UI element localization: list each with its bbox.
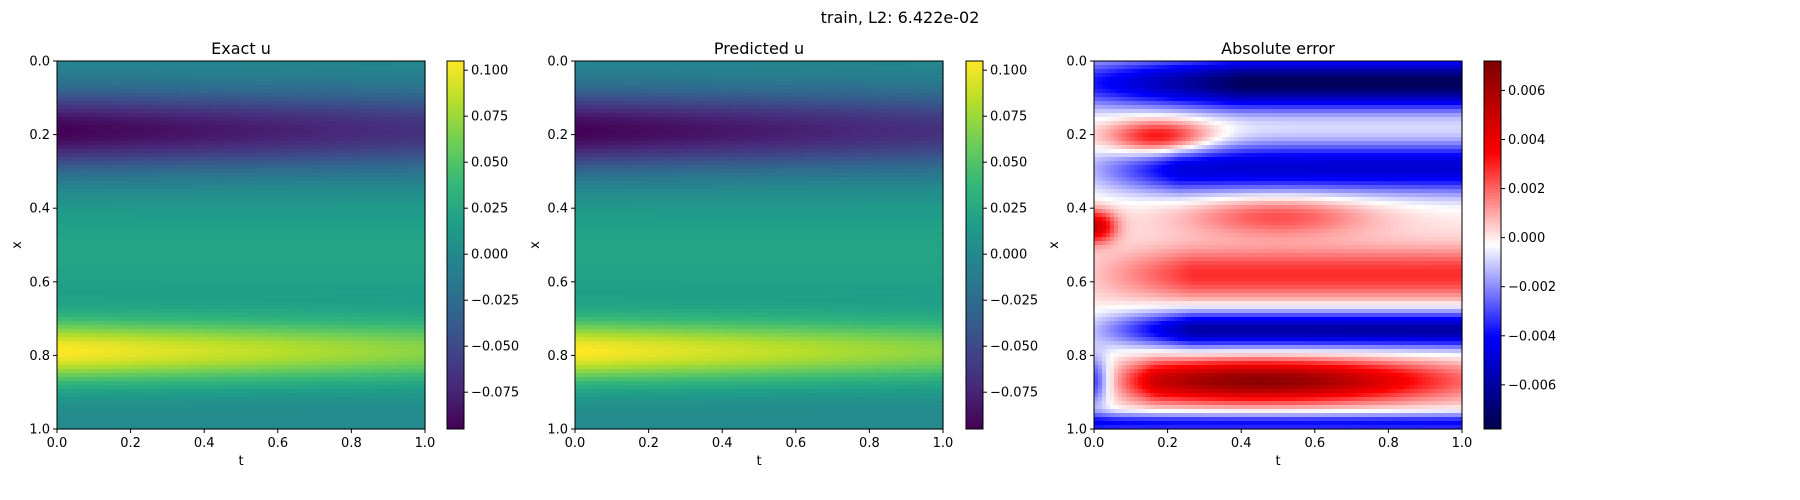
y-tick-label: 0.4 — [1066, 202, 1087, 217]
y-tick-label: 0.8 — [547, 349, 568, 364]
colorbar: 0.006 0.004 0.002 0.000 −0.002 −0.004 −0.006 — [1484, 61, 1556, 430]
y-tick-label: 0.2 — [1066, 128, 1087, 143]
x-axis-label: t — [1275, 454, 1280, 469]
colorbar-tick-label: 0.004 — [1508, 133, 1545, 148]
x-tick-label: 0.6 — [785, 436, 806, 451]
colorbar-tick-label: −0.004 — [1508, 329, 1556, 344]
x-tick-label: 0.0 — [565, 436, 586, 451]
panel-title: Exact u — [211, 39, 271, 58]
y-tick-label: 0.4 — [29, 202, 50, 217]
y-tick-label: 0.0 — [29, 55, 50, 70]
x-tick-label: 0.6 — [267, 436, 288, 451]
colorbar-tick-label: −0.006 — [1508, 378, 1556, 393]
colorbar-tick-label: 0.025 — [471, 202, 508, 217]
panel-title: Absolute error — [1221, 39, 1335, 58]
colorbar-tick-label: 0.025 — [990, 202, 1027, 217]
y-tick-label: 0.2 — [29, 128, 50, 143]
colorbar-tick-label: 0.000 — [471, 248, 508, 263]
y-axis-label: x — [528, 241, 543, 249]
y-tick-label: 1.0 — [1066, 423, 1087, 438]
x-tick-label: 0.0 — [47, 436, 68, 451]
x-tick-label: 0.2 — [1157, 436, 1178, 451]
y-tick-label: 1.0 — [547, 423, 568, 438]
x-tick-label: 0.0 — [1084, 436, 1105, 451]
x-tick-label: 0.4 — [712, 436, 733, 451]
x-tick-label: 1.0 — [415, 436, 436, 451]
x-tick-label: 0.2 — [638, 436, 659, 451]
colorbar-tick-label: −0.025 — [990, 294, 1038, 309]
x-tick-label: 0.8 — [859, 436, 880, 451]
colorbar-tick-label: −0.050 — [990, 340, 1038, 355]
colorbar-tick-label: 0.050 — [471, 156, 508, 171]
colorbar-tick-label: 0.050 — [990, 156, 1027, 171]
x-axis-label: t — [756, 454, 761, 469]
colorbar-tick-label: 0.100 — [990, 64, 1027, 79]
y-axis-label: x — [1047, 241, 1062, 249]
colorbar: 0.100 0.075 0.050 0.025 0.000 −0.025 −0.050 −0.… — [447, 61, 519, 430]
panel-title: Predicted u — [714, 39, 804, 58]
colorbar-tick-label: 0.002 — [1508, 182, 1545, 197]
colorbar-tick-label: −0.002 — [1508, 280, 1556, 295]
y-tick-label: 0.6 — [547, 275, 568, 290]
colorbar-tick-label: 0.006 — [1508, 84, 1545, 99]
y-tick-label: 0.6 — [29, 275, 50, 290]
y-tick-label: 0.8 — [1066, 349, 1087, 364]
y-tick-label: 0.2 — [547, 128, 568, 143]
colorbar-tick-label: 0.000 — [1508, 231, 1545, 246]
x-axis-label: t — [238, 454, 243, 469]
x-tick-label: 0.4 — [194, 436, 215, 451]
colorbar-tick-label: 0.000 — [990, 248, 1027, 263]
y-tick-label: 0.0 — [1066, 55, 1087, 70]
y-tick-label: 0.0 — [547, 55, 568, 70]
x-tick-label: 0.2 — [120, 436, 141, 451]
y-axis-label: x — [10, 241, 25, 249]
colorbar-tick-label: 0.075 — [990, 110, 1027, 125]
x-tick-label: 1.0 — [1452, 436, 1473, 451]
x-tick-label: 0.6 — [1304, 436, 1325, 451]
colorbar: 0.100 0.075 0.050 0.025 0.000 −0.025 −0.050 −0.… — [966, 61, 1038, 430]
x-tick-label: 0.8 — [341, 436, 362, 451]
colorbar-tick-label: −0.075 — [990, 386, 1038, 401]
colorbar-tick-label: −0.075 — [471, 386, 519, 401]
x-tick-label: 0.4 — [1231, 436, 1252, 451]
y-tick-label: 0.4 — [547, 202, 568, 217]
colorbar-tick-label: −0.050 — [471, 340, 519, 355]
y-tick-label: 1.0 — [29, 423, 50, 438]
x-tick-label: 0.8 — [1378, 436, 1399, 451]
colorbar-tick-label: −0.025 — [471, 294, 519, 309]
y-tick-label: 0.8 — [29, 349, 50, 364]
colorbar-tick-label: 0.100 — [471, 64, 508, 79]
panel-1: Exact u0.0 0.2 0.4 0.6 0.8 1.00.00.20.40.60.8… — [10, 39, 519, 469]
colorbar-tick-label: 0.075 — [471, 110, 508, 125]
x-tick-label: 1.0 — [933, 436, 954, 451]
y-tick-label: 0.6 — [1066, 275, 1087, 290]
panel-2: Predicted u0.0 0.2 0.4 0.6 0.8 1.00.00.20.40.… — [528, 39, 1038, 469]
